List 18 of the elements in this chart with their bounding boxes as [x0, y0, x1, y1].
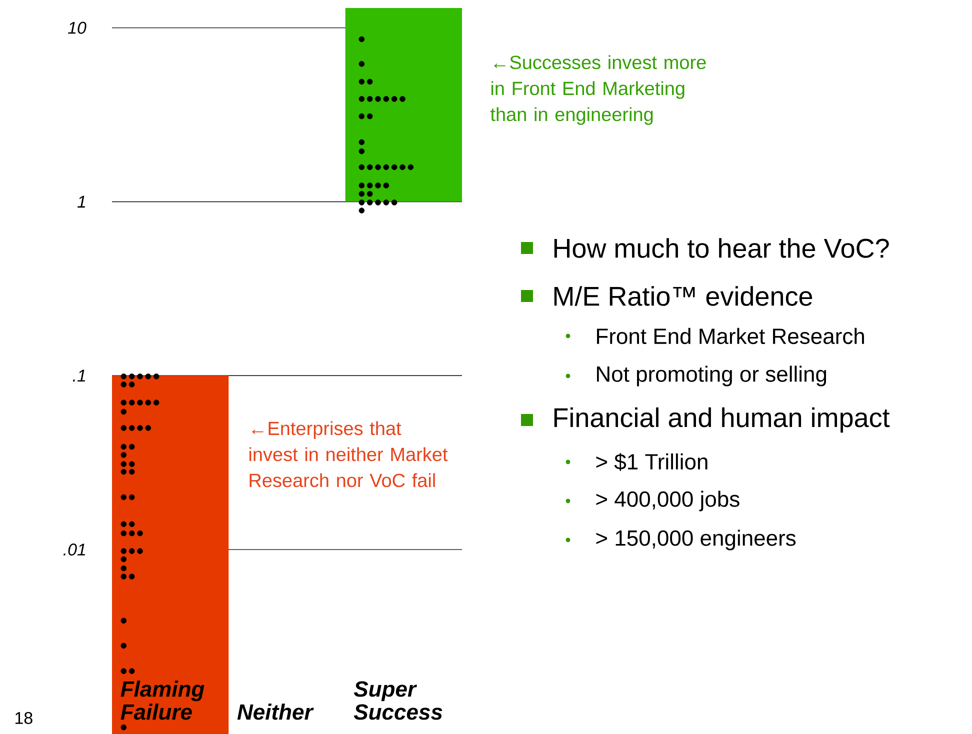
text: Financial and human impact: [554, 407, 890, 433]
text: Front End Market Research: [597, 328, 864, 344]
text: > 400,000 jobs: [596, 490, 740, 512]
text: Not promoting or selling: [597, 366, 826, 386]
text: ←Successes invest more in Front End Marketing than in engineering: [490, 55, 706, 125]
annotation: ←Enterprises that invest in neither Market Research nor VoC fail: [249, 421, 448, 488]
x-tick-label: Flaming Failure: [120, 680, 204, 720]
x-tick-label: Super Success: [354, 681, 442, 720]
text: How much to hear the VoC?: [554, 238, 889, 258]
y-tick-label: .1: [72, 370, 86, 382]
y-tick-label: 10: [68, 22, 86, 34]
text: > 150,000 engineers: [596, 530, 796, 550]
text: 18: [16, 712, 32, 724]
x-tick-label: Neither: [237, 704, 314, 720]
text: > $1 Trillion: [596, 453, 708, 471]
y-tick-label: .01: [63, 544, 86, 556]
y-tick-label: 1: [77, 196, 86, 208]
text: M/E Ratio™ evidence: [554, 286, 812, 306]
